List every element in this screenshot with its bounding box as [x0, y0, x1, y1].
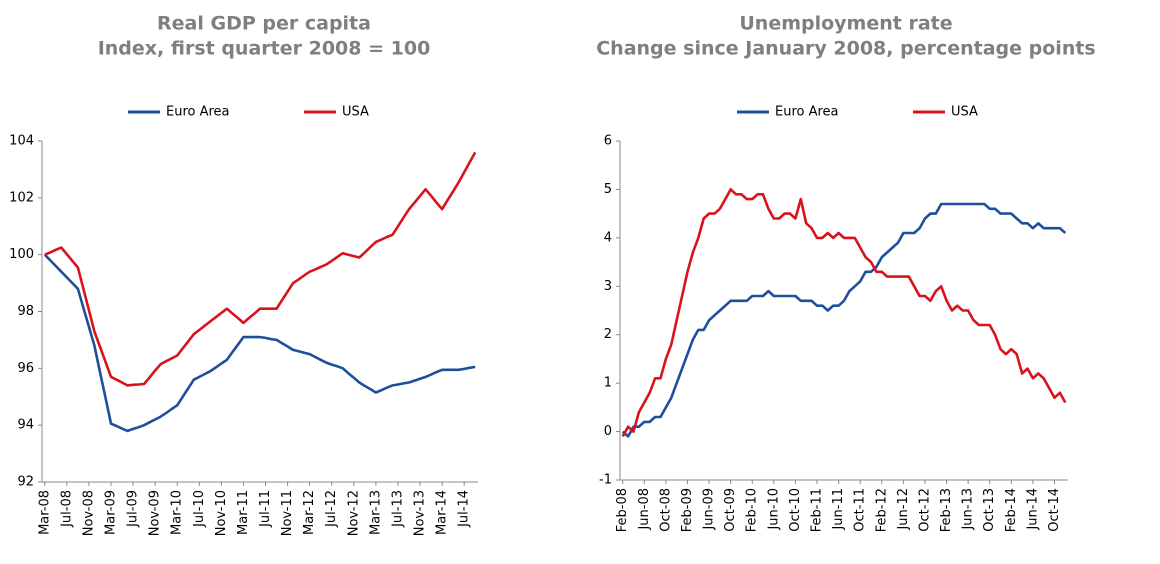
- x-tick-label: Nov-13: [413, 490, 428, 536]
- x-tick-label: Mar-09: [103, 490, 118, 535]
- x-tick-label: Mar-13: [368, 490, 383, 535]
- x-tick-label: Jul-11: [258, 490, 273, 528]
- y-tick-label: 96: [17, 361, 34, 376]
- x-tick-label: Mar-14: [435, 490, 450, 535]
- x-tick-label: Jul-10: [192, 490, 207, 528]
- x-tick-label: Feb-10: [745, 488, 760, 532]
- x-tick-label: Jun-13: [961, 488, 976, 531]
- x-tick-label: Feb-09: [680, 488, 695, 532]
- x-tick-label: Jul-14: [457, 490, 472, 528]
- x-tick-label: Feb-12: [874, 488, 889, 532]
- x-tick-label: Oct-09: [723, 488, 738, 532]
- data-line: [44, 151, 477, 387]
- legend-label: USA: [342, 105, 369, 120]
- data-line: [43, 253, 476, 433]
- x-tick-label: Oct-10: [788, 488, 803, 532]
- x-tick-label: Nov-09: [148, 490, 163, 536]
- x-tick-label: Oct-13: [982, 488, 997, 532]
- x-tick-label: Jun-14: [1025, 488, 1040, 531]
- y-tick-label: 102: [9, 190, 34, 205]
- y-tick-label: 100: [9, 247, 34, 262]
- x-tick-label: Oct-14: [1047, 488, 1062, 532]
- x-tick-label: Oct-12: [917, 488, 932, 532]
- x-tick-label: Nov-08: [81, 490, 96, 536]
- x-tick-label: Oct-11: [853, 488, 868, 532]
- x-tick-label: Jun-11: [831, 488, 846, 531]
- x-tick-label: Oct-08: [658, 488, 673, 532]
- x-tick-label: Jun-09: [702, 488, 717, 531]
- data-line: [621, 188, 1067, 438]
- x-tick-label: Mar-12: [302, 490, 317, 535]
- x-tick-label: Jul-12: [324, 490, 339, 528]
- x-tick-label: Nov-10: [214, 490, 229, 536]
- x-tick-label: Jul-13: [390, 490, 405, 528]
- y-tick-label: 2: [604, 327, 612, 342]
- x-tick-label: Jun-10: [766, 488, 781, 531]
- y-tick-label: 94: [17, 418, 34, 433]
- x-tick-label: Feb-14: [1004, 488, 1019, 532]
- chart-subtitle: Change since January 2008, percentage po…: [596, 38, 1096, 60]
- y-tick-label: 5: [604, 182, 612, 197]
- data-line: [621, 202, 1067, 438]
- chart-subtitle: Index, first quarter 2008 = 100: [98, 38, 431, 60]
- x-tick-label: Feb-11: [810, 488, 825, 532]
- y-tick-label: 0: [604, 424, 612, 439]
- y-tick-label: 92: [17, 475, 34, 490]
- x-tick-label: Nov-12: [346, 490, 361, 536]
- x-tick-label: Mar-10: [170, 490, 185, 535]
- y-tick-label: -1: [599, 473, 612, 488]
- y-tick-label: 6: [604, 134, 612, 149]
- y-tick-label: 104: [9, 134, 34, 149]
- y-tick-label: 98: [17, 304, 34, 319]
- x-tick-label: Jul-08: [59, 490, 74, 528]
- y-tick-label: 4: [604, 230, 612, 245]
- x-tick-label: Feb-08: [615, 488, 630, 532]
- x-tick-label: Jun-12: [896, 488, 911, 531]
- x-tick-label: Jul-09: [126, 490, 141, 528]
- chart-title: Real GDP per capita: [157, 13, 371, 35]
- legend-label: Euro Area: [166, 105, 230, 120]
- y-tick-label: 1: [604, 376, 612, 391]
- chart-title: Unemployment rate: [739, 13, 952, 35]
- x-tick-label: Mar-11: [236, 490, 251, 535]
- x-tick-label: Jun-08: [637, 488, 652, 531]
- x-tick-label: Mar-08: [37, 490, 52, 535]
- x-tick-label: Feb-13: [939, 488, 954, 532]
- y-tick-label: 3: [604, 279, 612, 294]
- legend-label: USA: [951, 105, 978, 120]
- x-tick-label: Nov-11: [280, 490, 295, 536]
- legend-label: Euro Area: [775, 105, 839, 120]
